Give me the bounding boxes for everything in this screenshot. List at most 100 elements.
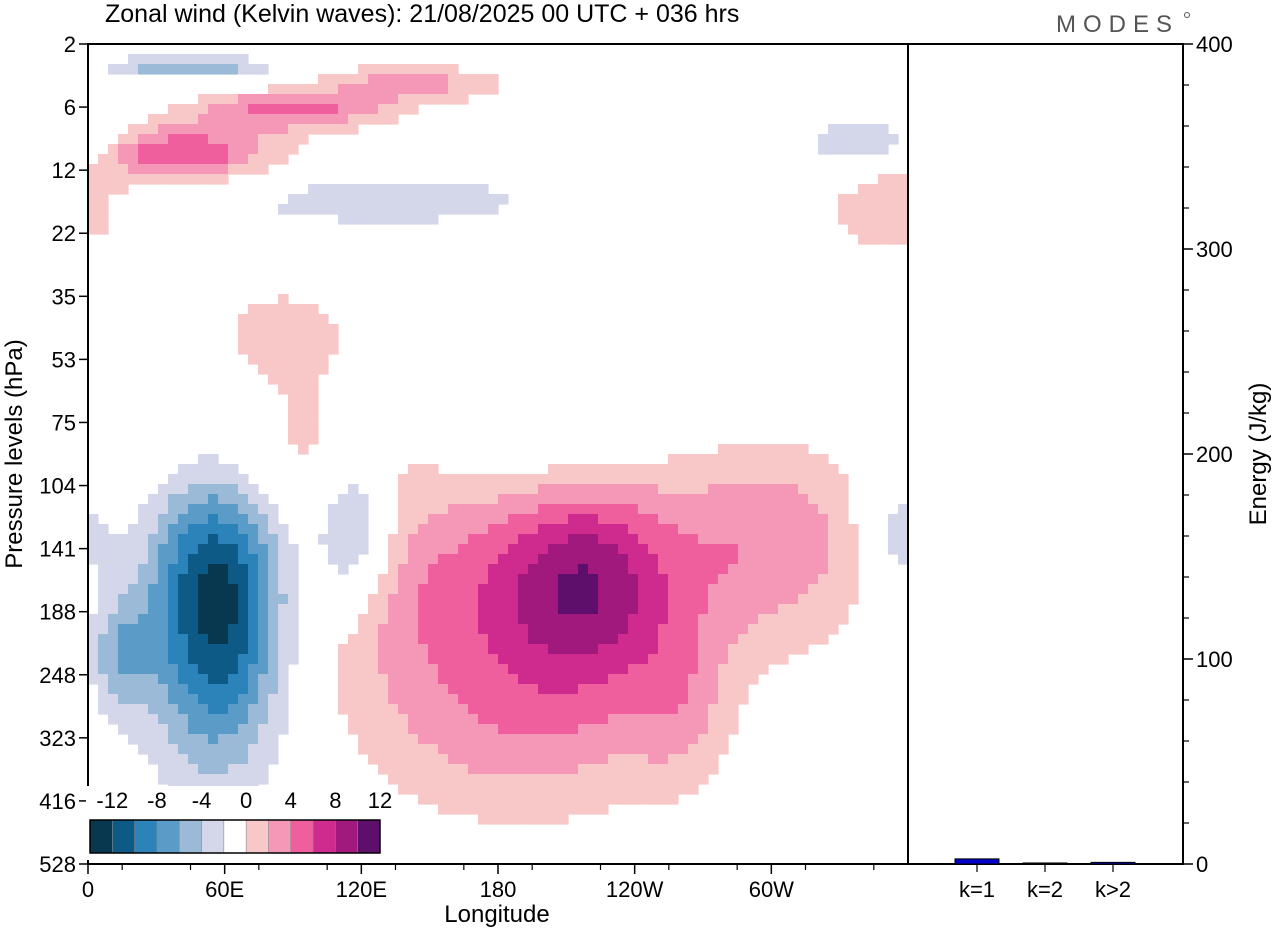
heatmap-cell: [168, 734, 179, 745]
heatmap-cell: [148, 514, 159, 525]
heatmap-cell: [588, 554, 599, 565]
heatmap-cell: [468, 664, 479, 675]
heatmap-cell: [248, 134, 259, 145]
heatmap-cell: [378, 744, 389, 755]
heatmap-cell: [628, 754, 639, 765]
heatmap-cell: [478, 514, 489, 525]
heatmap-cell: [188, 54, 199, 65]
heatmap-cell: [618, 684, 629, 695]
heatmap-cell: [168, 704, 179, 715]
heatmap-cell: [678, 764, 689, 775]
heatmap-cell: [198, 714, 209, 725]
heatmap-cell: [828, 614, 839, 625]
heatmap-cell: [438, 524, 449, 535]
heatmap-cell: [788, 594, 799, 605]
heatmap-cell: [778, 554, 789, 565]
heatmap-cell: [558, 774, 569, 785]
heatmap-cell: [688, 584, 699, 595]
heatmap-cell: [218, 724, 229, 735]
heatmap-cell: [378, 94, 389, 105]
heatmap-cell: [488, 194, 499, 205]
heatmap-cell: [158, 144, 169, 155]
heatmap-cell: [428, 74, 439, 85]
energy-category-label: k>2: [1095, 877, 1131, 902]
heatmap-cell: [278, 654, 289, 665]
heatmap-cell: [188, 114, 199, 125]
heatmap-cell: [178, 524, 189, 535]
heatmap-cell: [278, 644, 289, 655]
heatmap-cell: [108, 544, 119, 555]
heatmap-cell: [358, 84, 369, 95]
heatmap-cell: [678, 784, 689, 795]
heatmap-cell: [528, 624, 539, 635]
heatmap-cell: [258, 724, 269, 735]
heatmap-cell: [548, 544, 559, 555]
heatmap-cell: [618, 714, 629, 725]
heatmap-cell: [558, 574, 569, 585]
heatmap-cell: [558, 754, 569, 765]
heatmap-cell: [528, 704, 539, 715]
heatmap-cell: [498, 744, 509, 755]
heatmap-cell: [638, 584, 649, 595]
heatmap-cell: [238, 524, 249, 535]
heatmap-cell: [368, 754, 379, 765]
heatmap-cell: [458, 94, 469, 105]
heatmap-cell: [308, 374, 319, 385]
heatmap-cell: [688, 684, 699, 695]
heatmap-cell: [558, 604, 569, 615]
heatmap-cell: [738, 674, 749, 685]
heatmap-cell: [728, 594, 739, 605]
heatmap-cell: [248, 354, 259, 365]
heatmap-cell: [558, 784, 569, 795]
heatmap-cell: [108, 704, 119, 715]
heatmap-cell: [838, 604, 849, 615]
heatmap-cell: [848, 574, 859, 585]
heatmap-cell: [688, 514, 699, 525]
heatmap-cell: [418, 594, 429, 605]
heatmap-cell: [808, 574, 819, 585]
x-tick-label: 120W: [606, 877, 664, 902]
heatmap-cell: [838, 124, 849, 135]
heatmap-cell: [178, 514, 189, 525]
y-tick-label: 416: [39, 789, 76, 814]
colorbar-swatch: [313, 820, 336, 853]
heatmap-cell: [598, 584, 609, 595]
heatmap-cell: [228, 114, 239, 125]
heatmap-cell: [228, 494, 239, 505]
heatmap-cell: [668, 794, 679, 805]
heatmap-cell: [268, 364, 279, 375]
heatmap-cell: [288, 364, 299, 375]
heatmap-cell: [238, 744, 249, 755]
heatmap-cell: [478, 554, 489, 565]
heatmap-cell: [138, 554, 149, 565]
heatmap-cell: [338, 674, 349, 685]
heatmap-cell: [798, 494, 809, 505]
heatmap-cell: [438, 194, 449, 205]
heatmap-cell: [478, 84, 489, 95]
heatmap-cell: [628, 524, 639, 535]
heatmap-cell: [718, 554, 729, 565]
heatmap-cell: [288, 404, 299, 415]
heatmap-cell: [198, 474, 209, 485]
heatmap-cell: [548, 804, 559, 815]
heatmap-cell: [178, 534, 189, 545]
heatmap-cell: [238, 64, 249, 75]
heatmap-cell: [318, 314, 329, 325]
heatmap-cell: [158, 534, 169, 545]
heatmap-cell: [548, 684, 559, 695]
heatmap-cell: [478, 644, 489, 655]
heatmap-cell: [288, 374, 299, 385]
heatmap-cell: [178, 564, 189, 575]
heatmap-cell: [438, 544, 449, 555]
heatmap-cell: [798, 574, 809, 585]
heatmap-cell: [608, 654, 619, 665]
heatmap-cell: [338, 534, 349, 545]
heatmap-cell: [398, 764, 409, 775]
heatmap-cell: [548, 604, 559, 615]
heatmap-cell: [458, 634, 469, 645]
heatmap-cell: [648, 624, 659, 635]
heatmap-cell: [698, 524, 709, 535]
heatmap-cell: [168, 64, 179, 75]
heatmap-cell: [788, 564, 799, 575]
heatmap-cell: [618, 524, 629, 535]
